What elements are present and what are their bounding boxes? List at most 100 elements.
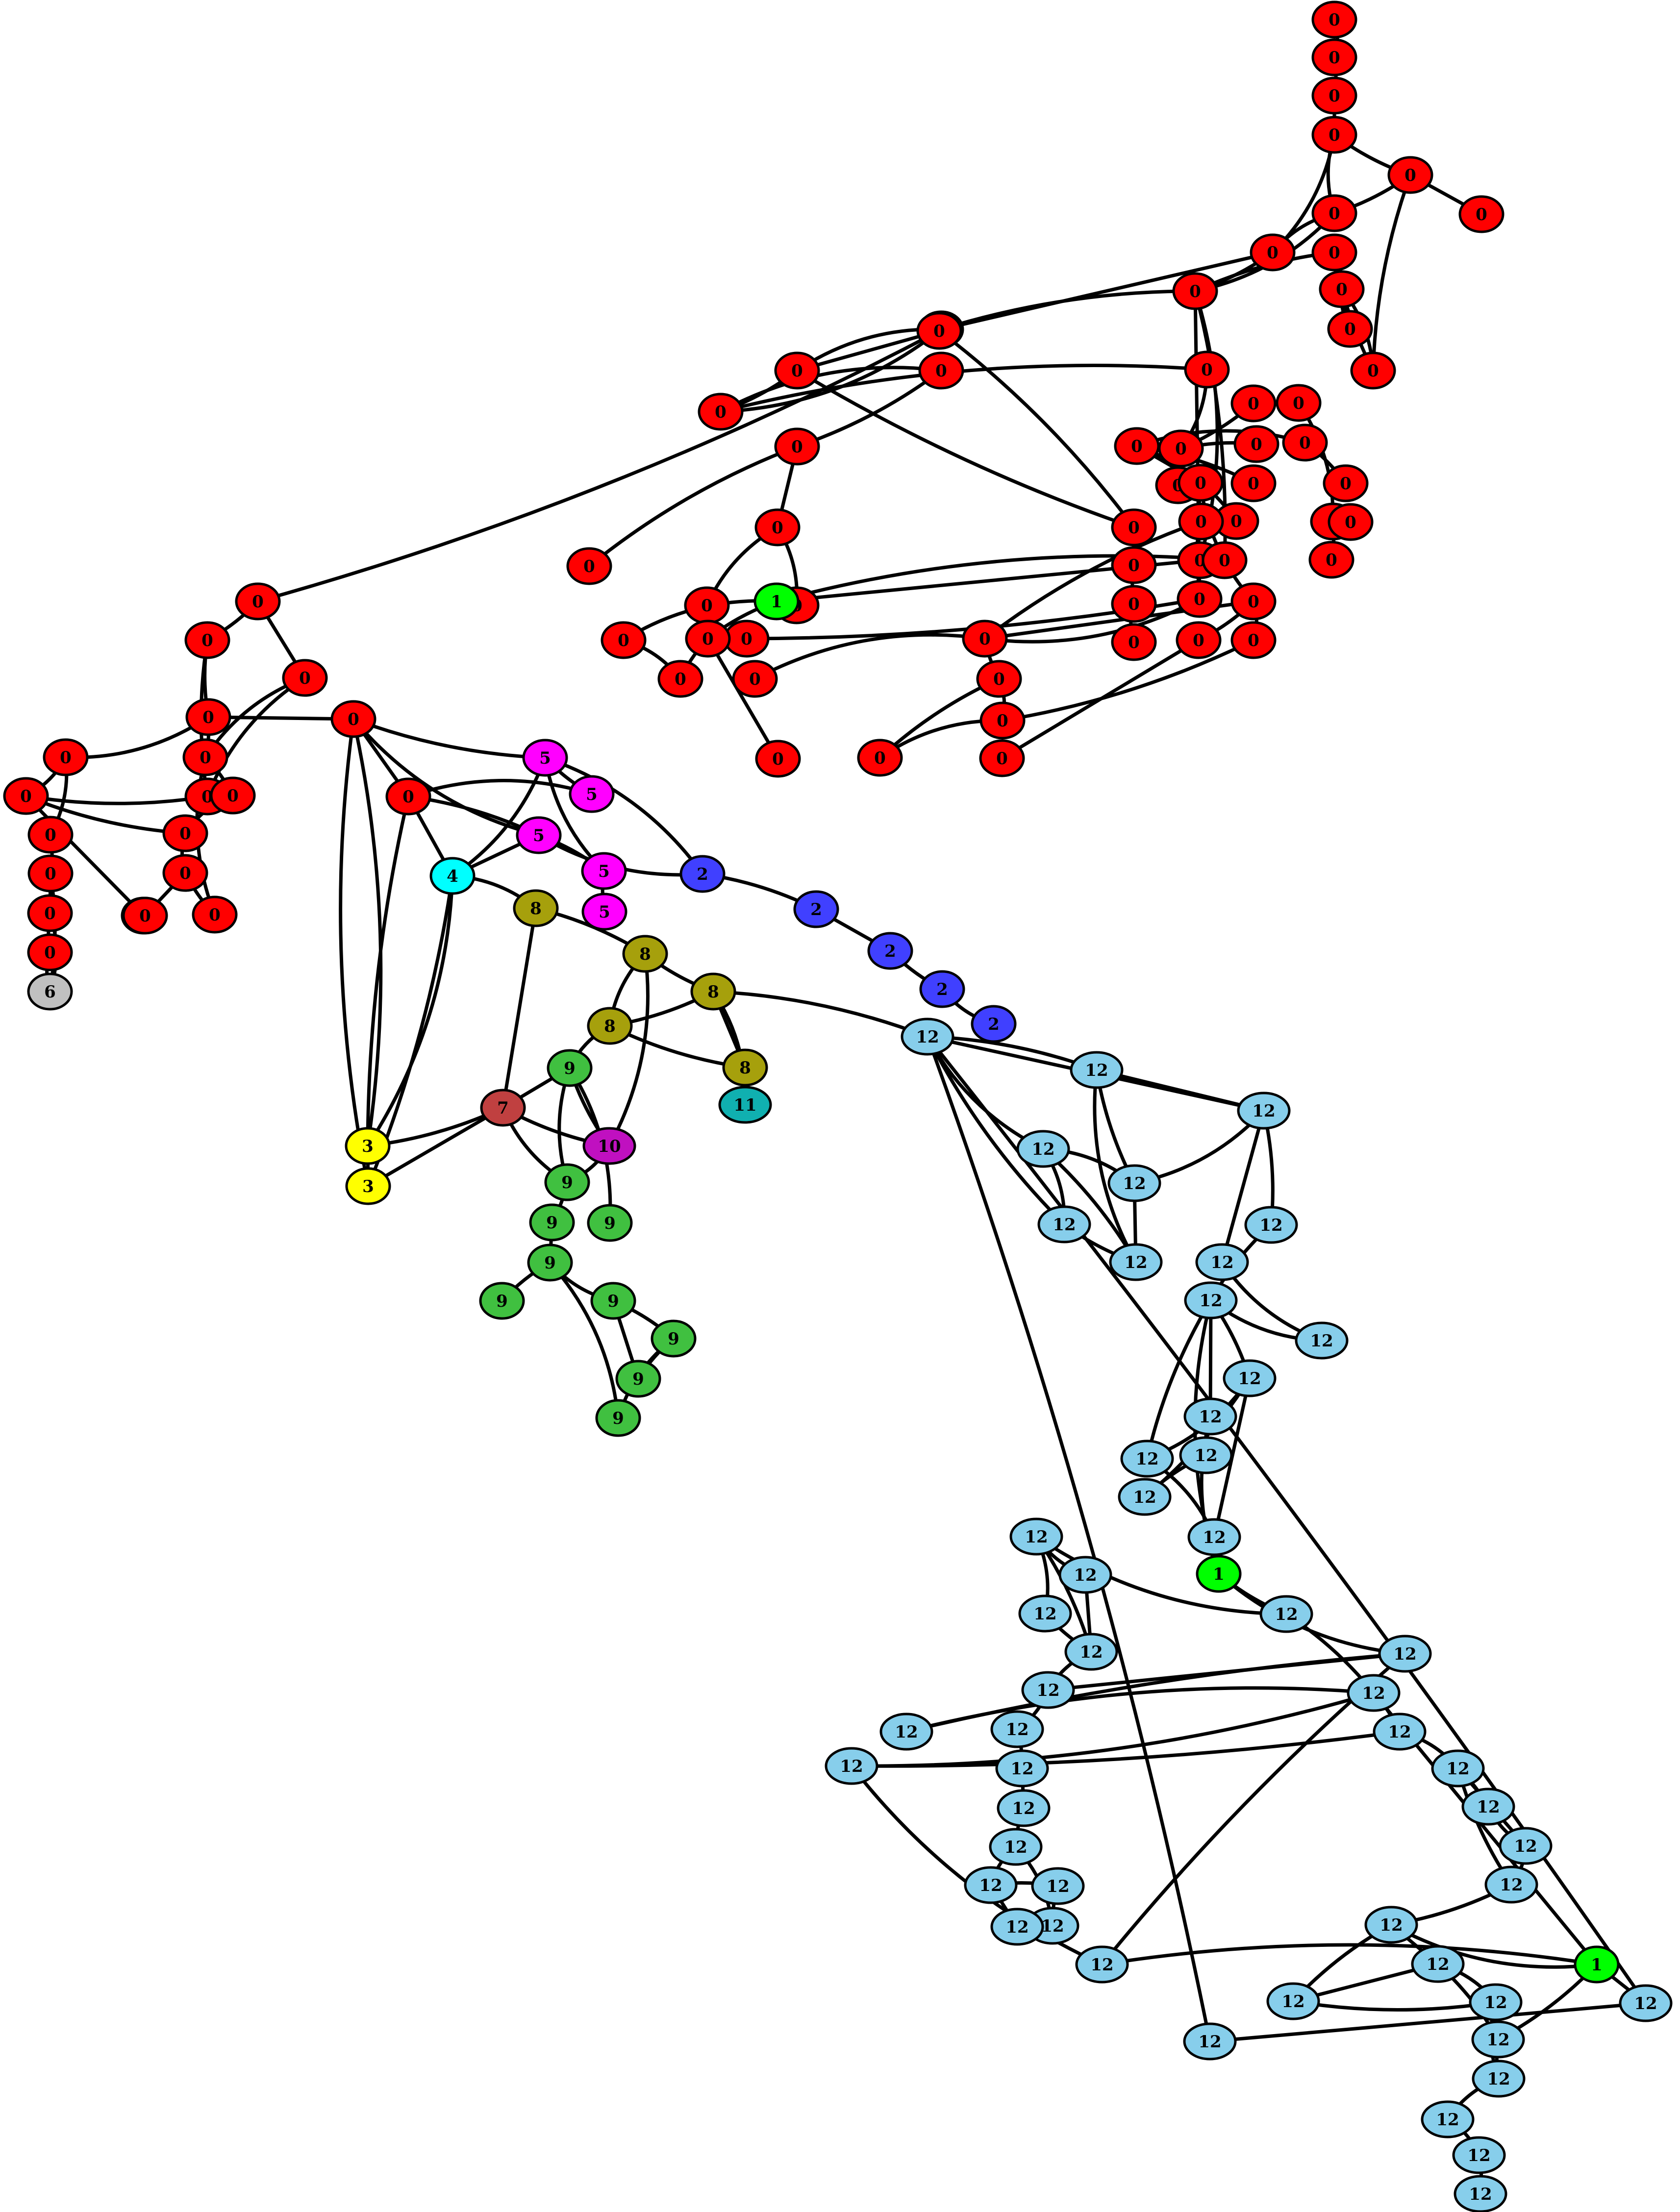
node-ellipse <box>1237 1092 1291 1130</box>
graph-node-n9: 0 <box>1172 272 1218 310</box>
node-label: 0 <box>1219 551 1230 571</box>
graph-node-n70: 0 <box>3 777 49 815</box>
node-label: 0 <box>200 748 211 768</box>
node-ellipse <box>1266 1982 1320 2020</box>
edge-n70-n71 <box>24 794 146 918</box>
graph-node-n45: 0 <box>1202 541 1248 579</box>
node-label: 12 <box>1210 1253 1233 1272</box>
graph-node-n142: 12 <box>997 1789 1051 1827</box>
node-ellipse <box>1295 1321 1349 1360</box>
graph-node-n26: 0 <box>918 351 964 390</box>
graph-node-n87: 5 <box>581 893 627 931</box>
graph-node-n145: 12 <box>1031 1867 1085 1905</box>
graph-node-n1: 0 <box>1311 0 1357 39</box>
graph-node-n40: 0 <box>1213 502 1259 540</box>
node-ellipse <box>566 547 612 585</box>
node-ellipse <box>3 777 49 815</box>
graph-node-n74: 0 <box>210 776 256 815</box>
edge-n95-n102 <box>607 952 650 1148</box>
node-ellipse <box>27 816 74 854</box>
graph-node-n17: 0 <box>1230 384 1277 423</box>
node-ellipse <box>679 855 726 893</box>
graph-node-n43: 0 <box>1178 502 1224 541</box>
node-label: 0 <box>997 711 1008 731</box>
graph-node-n2: 0 <box>1311 38 1357 76</box>
graph-node-n131: 1 <box>1196 1555 1242 1593</box>
node-ellipse <box>182 738 228 776</box>
node-label: 12 <box>1133 1488 1156 1507</box>
node-ellipse <box>1223 1359 1277 1397</box>
node-label: 0 <box>1128 595 1140 614</box>
node-ellipse <box>479 1282 525 1320</box>
node-ellipse <box>657 660 703 698</box>
node-label: 0 <box>201 787 213 807</box>
node-label: 0 <box>44 904 56 923</box>
node-label: 2 <box>988 1015 1000 1034</box>
graph-node-n92: 2 <box>919 970 965 1008</box>
node-ellipse <box>1031 1867 1085 1905</box>
node-ellipse <box>971 1005 1017 1043</box>
node-label: 0 <box>1329 48 1340 68</box>
node-label: 0 <box>791 437 803 457</box>
node-label: 1 <box>1213 1565 1225 1584</box>
graph-node-n151: 12 <box>1431 1749 1485 1788</box>
node-label: 2 <box>884 942 896 961</box>
graph-node-n41: 0 <box>1230 464 1277 502</box>
node-ellipse <box>1233 425 1279 463</box>
graph-node-n122: 12 <box>1195 1243 1249 1281</box>
node-ellipse <box>1499 1827 1553 1865</box>
edge-n51-n58 <box>1001 638 1255 722</box>
graph-node-n35: 0 <box>1111 623 1157 661</box>
node-ellipse <box>1311 233 1357 272</box>
edge-n88-n103 <box>366 874 454 1148</box>
node-ellipse <box>1195 1243 1249 1281</box>
node-ellipse <box>587 1007 633 1045</box>
graph-node-n88: 4 <box>429 857 476 895</box>
graph-node-n149: 12 <box>825 1747 878 1785</box>
node-label: 0 <box>1128 518 1140 538</box>
graph-node-n100: 9 <box>547 1049 593 1087</box>
node-ellipse <box>1311 116 1357 154</box>
node-label: 9 <box>607 1292 619 1311</box>
graph-node-n84: 5 <box>569 775 615 813</box>
graph-node-n15: 0 <box>774 351 820 390</box>
node-label: 12 <box>1634 1994 1657 2013</box>
graph-node-n111: 9 <box>595 1399 641 1437</box>
graph-node-n79: 0 <box>27 894 73 932</box>
edge-n19-n26 <box>719 366 943 414</box>
node-label: 0 <box>1195 473 1206 493</box>
node-label: 12 <box>1005 1917 1028 1937</box>
edge-n139-n148 <box>904 1686 1376 1734</box>
node-ellipse <box>595 1399 641 1437</box>
node-label: 12 <box>1469 2185 1492 2204</box>
graph-node-n138: 12 <box>1021 1671 1075 1709</box>
edge-n24-n62 <box>256 329 941 603</box>
edge-n52-n59 <box>1000 638 1201 760</box>
node-ellipse <box>480 1089 526 1127</box>
graph-node-n163: 12 <box>1421 2100 1475 2138</box>
node-label: 12 <box>1124 1253 1147 1272</box>
node-label: 0 <box>1175 439 1187 459</box>
node-ellipse <box>1187 1518 1241 1556</box>
graph-node-n16: 0 <box>1184 350 1230 389</box>
node-label: 12 <box>1486 2030 1509 2050</box>
node-label: 12 <box>1362 1684 1385 1703</box>
node-ellipse <box>754 508 801 547</box>
node-label: 12 <box>840 1757 863 1776</box>
node-label: 0 <box>1131 437 1143 456</box>
node-label: 9 <box>561 1173 573 1193</box>
node-label: 0 <box>1248 592 1259 612</box>
graph-node-n143: 12 <box>989 1828 1043 1866</box>
node-label: 0 <box>1329 125 1340 145</box>
node-ellipse <box>1276 384 1322 422</box>
graph-node-n73: 0 <box>162 854 208 892</box>
node-ellipse <box>1202 541 1248 579</box>
node-label: 12 <box>1388 1722 1411 1742</box>
graph-node-n137: 12 <box>1064 1633 1118 1671</box>
node-ellipse <box>1387 156 1433 194</box>
node-ellipse <box>27 972 73 1011</box>
node-label: 0 <box>227 786 239 806</box>
graph-node-n157: 12 <box>1266 1982 1320 2020</box>
graph-node-n10: 0 <box>1311 233 1357 272</box>
node-ellipse <box>1021 1671 1075 1709</box>
